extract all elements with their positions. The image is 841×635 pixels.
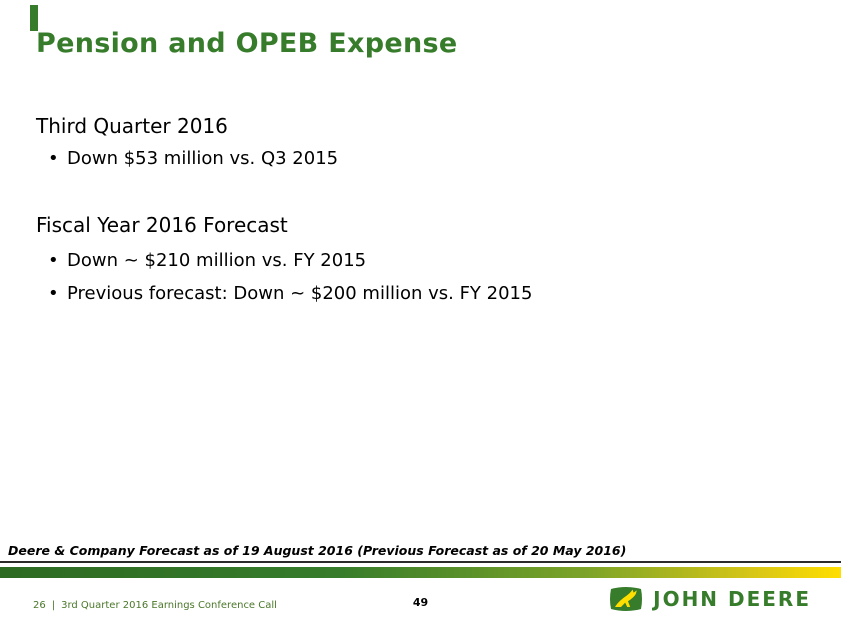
page-title: Pension and OPEB Expense — [36, 28, 458, 59]
bullet-item: Down ~ $210 million vs. FY 2015 — [48, 250, 366, 273]
leaping-deer-icon — [610, 587, 643, 611]
bullet-dot-icon — [48, 148, 67, 171]
title-accent-bar — [30, 5, 38, 31]
footer-caption: 26 | 3rd Quarter 2016 Earnings Conference … — [33, 600, 277, 611]
john-deere-logo: JOHN DEERE — [609, 584, 811, 614]
bullet-dot-icon — [48, 283, 67, 306]
bullet-item: Down $53 million vs. Q3 2015 — [48, 148, 338, 171]
john-deere-wordmark: JOHN DEERE — [653, 587, 811, 611]
bullet-item: Previous forecast: Down ~ $200 million v… — [48, 283, 532, 306]
page-number: 49 — [412, 596, 429, 609]
bullet-dot-icon — [48, 250, 67, 273]
bullet-text: Down ~ $210 million vs. FY 2015 — [67, 250, 367, 271]
footer-slide-number: 26 — [33, 600, 46, 611]
bullet-text: Down $53 million vs. Q3 2015 — [67, 148, 339, 169]
section-heading-third-quarter: Third Quarter 2016 — [36, 114, 228, 138]
footer-separator: | — [51, 600, 56, 611]
gradient-bar — [0, 567, 841, 578]
divider-line — [0, 561, 841, 563]
bullet-text: Previous forecast: Down ~ $200 million v… — [67, 283, 533, 304]
footnote: Deere & Company Forecast as of 19 August… — [8, 543, 627, 558]
section-heading-fiscal-year: Fiscal Year 2016 Forecast — [36, 213, 288, 237]
footer-caption-text: 3rd Quarter 2016 Earnings Conference Cal… — [61, 600, 277, 611]
